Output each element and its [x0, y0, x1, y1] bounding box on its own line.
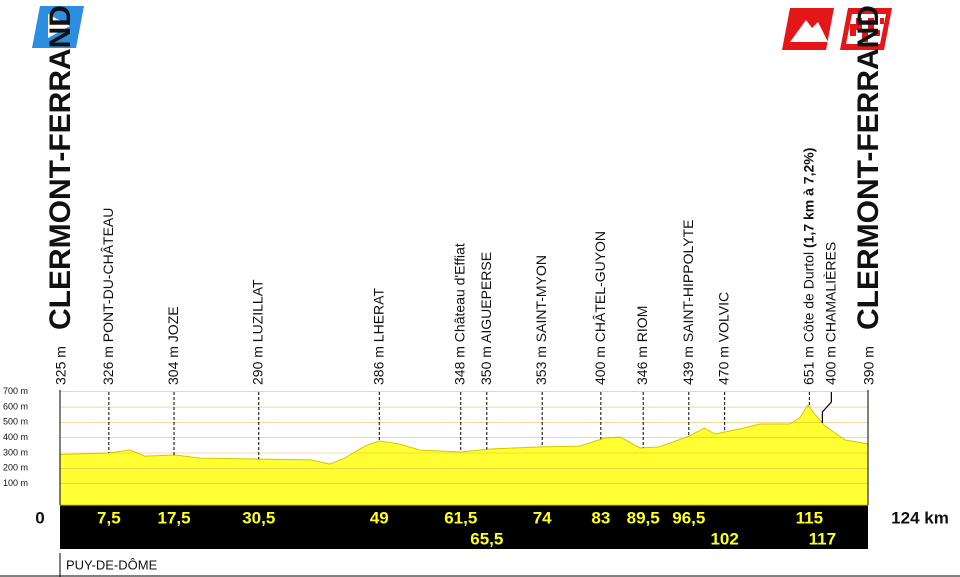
- waypoint-label: 326 m PONT-DU-CHÂTEAU: [100, 208, 116, 385]
- y-tick-label: 100 m: [3, 478, 28, 488]
- waypoint-name: Côte de Durtol: [800, 252, 816, 342]
- waypoint-label: 290 m LUZILLAT: [249, 279, 265, 385]
- km-label: 30,5: [242, 508, 275, 527]
- waypoint-altitude: 348 m: [451, 346, 467, 385]
- waypoint-label: 353 m SAINT-MYON: [533, 255, 549, 385]
- waypoint-label: 400 m CHAMALIÈRES: [822, 242, 838, 385]
- finish-km: 124 km: [891, 508, 949, 527]
- leader-line: [821, 392, 832, 424]
- region: PUY-DE-DÔME: [66, 557, 158, 572]
- waypoint-name: CHAMALIÈRES: [822, 242, 838, 342]
- km-label: 7,5: [97, 508, 121, 527]
- waypoint-label: 304 m JOZE: [165, 306, 181, 385]
- climb-detail: (1,7 km à 7,2%): [800, 148, 816, 248]
- y-tick-label: 400 m: [3, 432, 28, 442]
- km-label: 74: [533, 508, 552, 527]
- km-label: 49: [370, 508, 389, 527]
- waypoint-altitude: 350 m: [478, 346, 494, 385]
- km-label: 117: [809, 529, 836, 548]
- waypoint-label: 651 m Côte de Durtol (1,7 km à 7,2%): [800, 148, 816, 385]
- waypoint-label: 400 m CHÂTEL-GUYON: [592, 231, 608, 385]
- km-label: 89,5: [627, 508, 660, 527]
- km-label: 83: [591, 508, 610, 527]
- km-label: 102: [710, 529, 738, 548]
- y-tick-label: 300 m: [3, 447, 28, 457]
- waypoint-altitude: 651 m: [800, 346, 816, 385]
- waypoint-label: 470 m VOLVIC: [715, 292, 731, 385]
- start-altitude: 325 m: [53, 346, 69, 385]
- waypoint-name: LHERAT: [370, 288, 386, 343]
- start-km: 0: [35, 508, 44, 527]
- finish-altitude: 390 m: [861, 346, 877, 385]
- km-label: 17,5: [157, 508, 190, 527]
- km-label: 61,5: [444, 508, 477, 527]
- km-band: [60, 505, 868, 549]
- waypoint-altitude: 290 m: [249, 346, 265, 385]
- waypoint-name: PONT-DU-CHÂTEAU: [100, 208, 116, 343]
- waypoint-altitude: 353 m: [533, 346, 549, 385]
- waypoint-label: 350 m AIGUEPERSE: [478, 252, 494, 385]
- finish-name: CLERMONT-FERRAND: [852, 5, 885, 330]
- y-tick-label: 700 m: [3, 386, 28, 396]
- climb-icon: [782, 8, 834, 50]
- km-label: 96,5: [672, 508, 705, 527]
- waypoint-name: JOZE: [165, 306, 181, 342]
- start-icon: [32, 6, 84, 48]
- waypoint-altitude: 470 m: [715, 346, 731, 385]
- waypoint-name: SAINT-HIPPOLYTE: [680, 220, 696, 343]
- waypoint-altitude: 386 m: [370, 346, 386, 385]
- waypoint-label: 439 m SAINT-HIPPOLYTE: [680, 220, 696, 385]
- waypoint-name: LUZILLAT: [249, 279, 265, 342]
- km-label: 65,5: [470, 529, 503, 548]
- waypoint-altitude: 346 m: [634, 346, 650, 385]
- finish-icon: [840, 8, 892, 50]
- start-name: CLERMONT-FERRAND: [44, 5, 77, 330]
- km-label: 115: [796, 508, 823, 527]
- y-tick-label: 600 m: [3, 401, 28, 411]
- waypoint-label: 346 m RIOM: [634, 306, 650, 385]
- waypoint-name: VOLVIC: [715, 292, 731, 342]
- y-tick-label: 200 m: [3, 463, 28, 473]
- waypoint-altitude: 400 m: [592, 346, 608, 385]
- waypoint-altitude: 304 m: [165, 346, 181, 385]
- waypoint-name: AIGUEPERSE: [478, 252, 494, 343]
- waypoint-altitude: 400 m: [822, 346, 838, 385]
- waypoint-altitude: 439 m: [680, 346, 696, 385]
- waypoint-name: Château d'Effiat: [451, 243, 467, 342]
- y-tick-label: 500 m: [3, 417, 28, 427]
- waypoint-name: SAINT-MYON: [533, 255, 549, 342]
- waypoint-name: RIOM: [634, 306, 650, 343]
- waypoint-altitude: 326 m: [100, 346, 116, 385]
- waypoint-label: 348 m Château d'Effiat: [451, 243, 467, 385]
- waypoint-label: 386 m LHERAT: [370, 288, 386, 385]
- waypoint-name: CHÂTEL-GUYON: [592, 231, 608, 342]
